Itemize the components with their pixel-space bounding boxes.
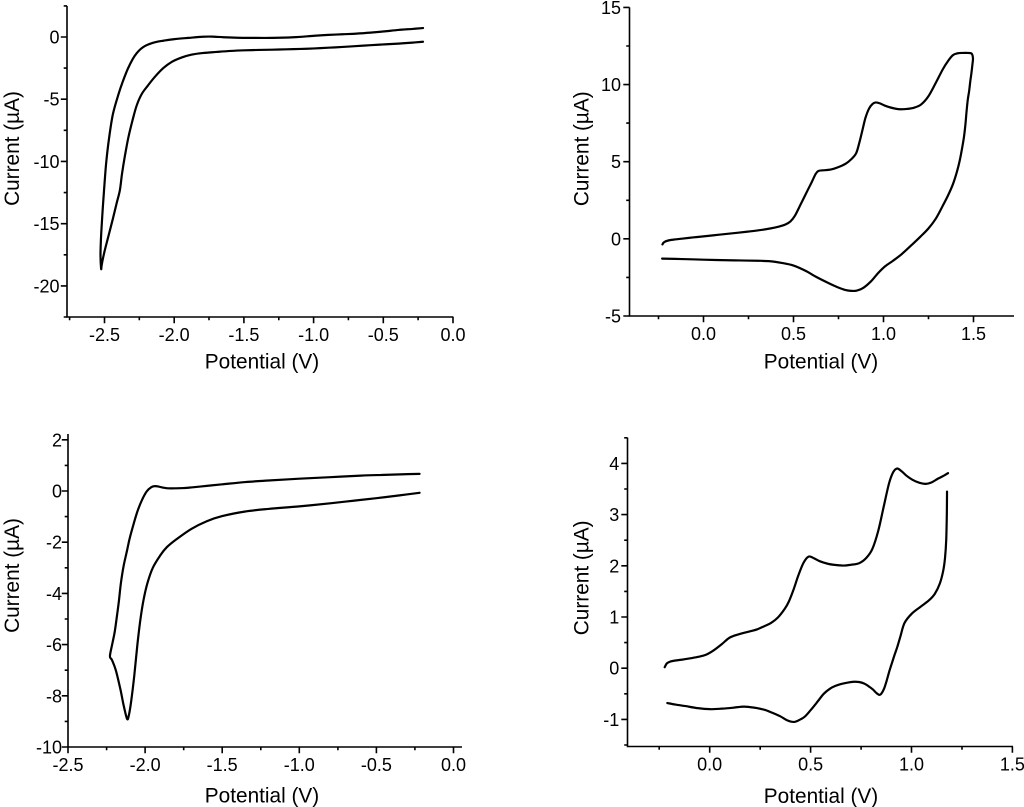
svg-text:15: 15: [601, 0, 621, 18]
svg-text:0.0: 0.0: [441, 755, 466, 775]
svg-text:5: 5: [611, 152, 621, 172]
svg-text:0.0: 0.0: [697, 755, 722, 775]
svg-text:0.5: 0.5: [781, 324, 806, 344]
svg-text:4: 4: [609, 454, 619, 474]
svg-text:2: 2: [52, 430, 62, 450]
svg-text:0: 0: [609, 659, 619, 679]
svg-text:-2.0: -2.0: [130, 755, 161, 775]
svg-text:0.0: 0.0: [440, 325, 465, 345]
svg-text:1.0: 1.0: [871, 324, 896, 344]
svg-text:-0.5: -0.5: [368, 325, 399, 345]
svg-text:Current (µA): Current (µA): [571, 520, 594, 635]
svg-text:Potential (V): Potential (V): [764, 350, 878, 373]
svg-text:-5: -5: [605, 307, 621, 327]
svg-text:-2.5: -2.5: [89, 325, 120, 345]
svg-text:-2.0: -2.0: [159, 325, 190, 345]
svg-text:Current (µA): Current (µA): [571, 91, 594, 206]
svg-text:-6: -6: [46, 635, 62, 655]
svg-text:Potential (V): Potential (V): [764, 785, 878, 807]
svg-text:1: 1: [609, 608, 619, 628]
svg-text:0: 0: [52, 482, 62, 502]
svg-text:-2: -2: [46, 533, 62, 553]
svg-text:-1.5: -1.5: [207, 755, 238, 775]
svg-text:-10: -10: [33, 152, 59, 172]
svg-text:-1.5: -1.5: [228, 325, 259, 345]
svg-text:1.0: 1.0: [899, 755, 924, 775]
svg-text:0: 0: [611, 229, 621, 249]
svg-text:-1.0: -1.0: [284, 755, 315, 775]
svg-text:-20: -20: [33, 276, 59, 296]
svg-text:Current (µA): Current (µA): [1, 91, 24, 206]
svg-text:2: 2: [609, 556, 619, 576]
svg-text:-5: -5: [43, 90, 59, 110]
svg-text:Current (µA): Current (µA): [1, 518, 24, 633]
svg-text:0: 0: [49, 28, 59, 48]
svg-text:-8: -8: [46, 686, 62, 706]
svg-text:3: 3: [609, 505, 619, 525]
svg-text:-2.5: -2.5: [52, 755, 83, 775]
svg-text:10: 10: [601, 75, 621, 95]
svg-text:0.0: 0.0: [691, 324, 716, 344]
svg-text:-15: -15: [33, 214, 59, 234]
svg-text:-1.0: -1.0: [298, 325, 329, 345]
svg-text:-1: -1: [603, 710, 619, 730]
svg-text:-4: -4: [46, 584, 62, 604]
svg-text:1.5: 1.5: [1000, 755, 1024, 775]
svg-text:Potential (V): Potential (V): [205, 350, 319, 373]
svg-text:0.5: 0.5: [798, 755, 823, 775]
svg-text:-10: -10: [36, 738, 62, 758]
svg-text:Potential (V): Potential (V): [205, 784, 319, 807]
svg-text:-0.5: -0.5: [361, 755, 392, 775]
svg-text:1.5: 1.5: [961, 324, 986, 344]
